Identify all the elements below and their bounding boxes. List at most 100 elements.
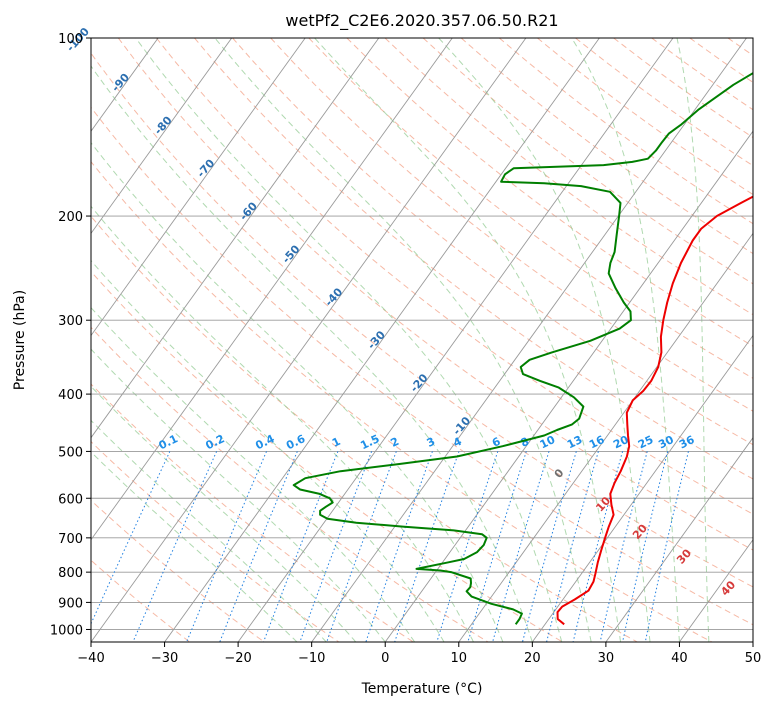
moist-adiabat-label: 0 — [552, 466, 567, 481]
mixing-ratio-label: 16 — [587, 433, 607, 452]
mixing-ratio-line — [219, 451, 298, 642]
moist-adiabat-line — [314, 38, 622, 642]
isotherm-line — [384, 130, 753, 642]
x-tick-label: 0 — [381, 651, 389, 666]
dry-adiabat-line — [308, 38, 753, 379]
dewpoint-line — [292, 71, 753, 625]
dry-adiabat-line — [194, 38, 753, 480]
y-tick-label: 300 — [58, 314, 83, 329]
isotherm-line — [531, 334, 753, 642]
y-tick-label: 100 — [58, 32, 83, 47]
y-tick-label: 800 — [58, 566, 83, 581]
mixing-ratio-line — [644, 451, 689, 642]
mixing-ratio-label: 1 — [330, 435, 343, 450]
dry-adiabat-line — [384, 38, 753, 316]
isotherm-line — [0, 38, 11, 642]
mixing-ratio-line — [365, 451, 433, 642]
mixing-ratio-label: 1.5 — [358, 432, 381, 452]
profile-series — [292, 71, 753, 626]
dry-adiabat-line — [651, 38, 753, 111]
x-tick-label: −10 — [298, 651, 325, 666]
mixing-ratio-label: 3 — [425, 435, 438, 450]
y-tick-label: 1000 — [50, 623, 83, 638]
isotherm-line — [91, 38, 380, 439]
mixing-ratio-label: 2 — [388, 435, 401, 450]
moist-adiabat-line — [91, 306, 416, 642]
mixing-ratio-line — [522, 451, 577, 642]
mixing-ratio-label: 30 — [656, 433, 676, 452]
mixing-ratio-line — [91, 451, 171, 626]
axes: −40 −30 −20 −10 0 10 20 30 40 5010009008007006005… — [50, 32, 761, 666]
moist-adiabat-line — [438, 38, 651, 642]
mixing-ratio-line — [467, 451, 527, 642]
mixing-ratio-label: 0.4 — [253, 432, 277, 452]
mixing-ratio-label: 0.1 — [157, 432, 180, 452]
mixing-ratio-line — [436, 451, 499, 642]
mixing-ratio-label: 10 — [538, 433, 558, 452]
mixing-ratio-label: 20 — [611, 433, 631, 452]
x-tick-label: −20 — [224, 651, 251, 666]
mixing-ratio-line — [299, 451, 373, 642]
mixing-ratio-line — [263, 451, 339, 642]
dry-adiabat-label: -60 — [237, 199, 260, 223]
dry-adiabat-line — [91, 215, 638, 642]
y-tick-label: 400 — [58, 388, 83, 403]
isotherm-line — [237, 38, 674, 642]
dry-adiabat-label: -70 — [194, 156, 217, 180]
dry-adiabat-line — [117, 38, 753, 551]
dry-adiabat-line — [613, 38, 753, 139]
moist-adiabat-label: 40 — [718, 578, 738, 598]
mixing-ratio-label: 0.6 — [284, 432, 308, 452]
mixing-ratio-label: 25 — [636, 433, 655, 451]
x-tick-label: 40 — [671, 651, 688, 666]
moist-adiabat-line — [676, 38, 710, 642]
dry-adiabat-label: -90 — [109, 71, 132, 95]
x-tick-label: 10 — [451, 651, 468, 666]
background-lines — [0, 38, 775, 642]
isotherm-line — [91, 38, 527, 642]
y-tick-label: 700 — [58, 532, 83, 547]
x-tick-label: 30 — [598, 651, 615, 666]
dry-adiabat-line — [498, 38, 753, 225]
moist-adiabat-line — [91, 205, 474, 642]
dry-adiabat-line — [91, 383, 414, 642]
dry-adiabat-line — [91, 106, 753, 626]
moist-adiabat-line — [91, 65, 533, 642]
dry-adiabat-label: -50 — [280, 242, 303, 266]
temperature-line — [556, 195, 753, 626]
moist-adiabat-line — [214, 38, 592, 642]
plot-frame — [90, 37, 754, 643]
mixing-ratio-label: 13 — [565, 433, 584, 451]
dry-adiabat-line — [91, 440, 340, 642]
mixing-ratio-label: 0.2 — [203, 432, 226, 452]
dry-adiabat-line — [91, 326, 489, 642]
x-tick-label: −40 — [77, 651, 104, 666]
dry-adiabat-line — [460, 38, 753, 255]
dry-adiabat-line — [766, 38, 775, 642]
mixing-ratio-line — [132, 451, 218, 642]
mixing-ratio-line — [186, 451, 267, 642]
moist-adiabat-line — [91, 385, 357, 642]
dry-adiabat-label: -10 — [450, 414, 473, 438]
x-axis-label: Temperature (°C) — [361, 681, 483, 697]
dry-adiabat-line — [727, 38, 753, 57]
isotherm-line — [458, 232, 753, 642]
isotherm-line — [752, 641, 753, 642]
moist-adiabat-line — [91, 259, 445, 642]
mixing-ratio-line — [546, 451, 599, 642]
dry-adiabat-line — [270, 38, 753, 412]
mixing-ratio-line — [492, 451, 550, 642]
moist-adiabat-label: 30 — [674, 546, 694, 566]
dry-adiabat-line — [91, 160, 713, 642]
isotherm-line — [605, 436, 753, 642]
moist-adiabat-line — [571, 38, 680, 642]
x-tick-label: −30 — [151, 651, 178, 666]
mixing-ratio-line — [622, 451, 669, 642]
mixing-ratio-label: 36 — [677, 433, 697, 452]
y-tick-label: 900 — [58, 596, 83, 611]
moist-adiabat-line — [91, 141, 504, 642]
mixing-ratio-line — [599, 451, 648, 642]
y-axis-label: Pressure (hPa) — [12, 290, 28, 390]
moist-adiabat-label: 20 — [630, 522, 650, 542]
